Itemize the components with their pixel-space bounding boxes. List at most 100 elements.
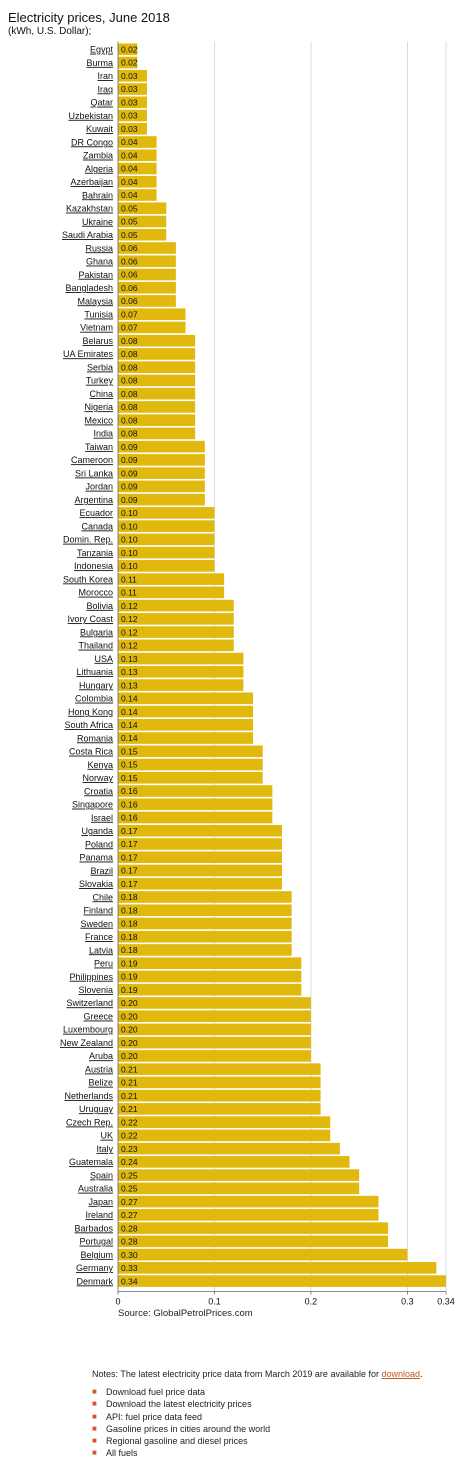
value-label: 0.09 [121, 455, 138, 465]
bar [118, 1076, 321, 1089]
value-label: 0.27 [121, 1197, 138, 1207]
category-label: Spain [90, 1170, 113, 1180]
category-label: Israel [91, 813, 113, 823]
category-label: Switzerland [66, 998, 113, 1008]
bar [118, 149, 157, 162]
bar [118, 864, 282, 877]
category-label: Morocco [78, 588, 113, 598]
value-label: 0.06 [121, 296, 138, 306]
category-label: Greece [83, 1011, 113, 1021]
value-label: 0.04 [121, 190, 138, 200]
bar [118, 348, 196, 360]
value-label: 0.28 [121, 1237, 138, 1247]
bar [118, 427, 196, 440]
bar [118, 997, 311, 1009]
bar [118, 414, 196, 426]
category-label: Russia [85, 243, 113, 253]
bar [118, 652, 244, 665]
category-label: Zambia [83, 151, 113, 161]
value-label: 0.27 [121, 1210, 138, 1220]
value-label: 0.08 [121, 336, 138, 346]
bullet-icon: ■ [92, 1387, 97, 1396]
category-label: Japan [88, 1197, 113, 1207]
category-label: Algeria [85, 164, 113, 174]
value-label: 0.18 [121, 892, 138, 902]
value-label: 0.08 [121, 349, 138, 359]
download-link[interactable]: download [381, 1369, 421, 1379]
link-label[interactable]: All fuels [106, 1448, 138, 1459]
value-label: 0.03 [121, 71, 138, 81]
bar [118, 1023, 311, 1036]
bullet-icon: ■ [92, 1448, 97, 1458]
bullet-icon: ■ [92, 1423, 97, 1433]
bar [118, 838, 282, 850]
bar [118, 745, 263, 758]
bar [118, 758, 263, 771]
value-label: 0.09 [121, 495, 138, 505]
value-label: 0.06 [121, 270, 138, 280]
value-label: 0.07 [121, 309, 138, 319]
category-label: Poland [85, 839, 113, 849]
link-label[interactable]: API: fuel price data feed [106, 1411, 203, 1422]
category-label: Czech Rep. [66, 1117, 113, 1127]
value-label: 0.11 [121, 588, 137, 598]
bar [118, 1235, 389, 1248]
link-item[interactable]: ■ Download fuel price data [92, 1386, 270, 1398]
category-label: UK [100, 1131, 113, 1141]
value-label: 0.21 [121, 1091, 138, 1101]
value-label: 0.20 [121, 1011, 138, 1021]
link-label[interactable]: Download fuel price data [106, 1387, 206, 1397]
category-label: Kuwait [86, 124, 114, 134]
category-label: Uganda [81, 826, 113, 836]
category-label: Luxembourg [63, 1025, 113, 1035]
bar [118, 1036, 311, 1049]
link-item[interactable]: ■ Regional gasoline and diesel prices [92, 1435, 270, 1447]
bar [118, 387, 196, 400]
x-tick-label: 0.2 [305, 1297, 318, 1307]
value-label: 0.14 [121, 707, 138, 717]
value-label: 0.08 [121, 376, 138, 386]
value-label: 0.16 [121, 813, 138, 823]
value-label: 0.09 [121, 482, 138, 492]
value-label: 0.15 [121, 773, 138, 783]
value-label: 0.20 [121, 1051, 138, 1061]
bar [118, 295, 176, 307]
value-label: 0.04 [121, 150, 138, 160]
value-label: 0.06 [121, 283, 138, 293]
link-item[interactable]: ■ Gasoline prices in cities around the wo… [92, 1423, 270, 1435]
value-label: 0.13 [121, 667, 138, 677]
bar [118, 1156, 350, 1168]
value-label: 0.18 [121, 932, 138, 942]
value-label: 0.10 [121, 508, 138, 518]
link-label[interactable]: Regional gasoline and diesel prices [106, 1436, 248, 1447]
value-label: 0.08 [121, 389, 138, 399]
bar [118, 1103, 321, 1115]
category-label: Bolivia [86, 601, 113, 611]
bar [118, 83, 147, 95]
value-label: 0.04 [121, 164, 138, 174]
bar [118, 520, 215, 532]
value-label: 0.22 [121, 1117, 138, 1127]
bar [118, 321, 186, 334]
category-label: Kazakhstan [66, 204, 113, 214]
category-label: Turkey [86, 376, 114, 386]
category-label: Saudi Arabia [62, 230, 113, 240]
link-label[interactable]: Gasoline prices in cities around the wor… [106, 1423, 271, 1434]
x-tick-label: 0.3 [401, 1297, 414, 1307]
x-tick-label: 0 [115, 1297, 120, 1307]
link-label[interactable]: Download the latest electricity prices [106, 1399, 252, 1410]
bar [118, 771, 263, 784]
value-label: 0.11 [121, 574, 137, 584]
bar [118, 255, 176, 268]
value-label: 0.20 [121, 1038, 138, 1048]
link-item[interactable]: ■ Download the latest electricity prices [92, 1398, 270, 1410]
category-label: Argentina [74, 495, 113, 505]
x-axis: 0 0.1 0.2 0.3 0.34 [115, 41, 455, 1307]
bullet-icon: ■ [92, 1411, 97, 1421]
link-item[interactable]: ■ All fuels [92, 1447, 270, 1459]
category-label: Belgium [80, 1250, 113, 1260]
bar [118, 877, 282, 890]
category-label: Hong Kong [68, 707, 113, 717]
link-item[interactable]: ■ API: fuel price data feed [92, 1411, 270, 1423]
notes-end: . [420, 1369, 423, 1379]
